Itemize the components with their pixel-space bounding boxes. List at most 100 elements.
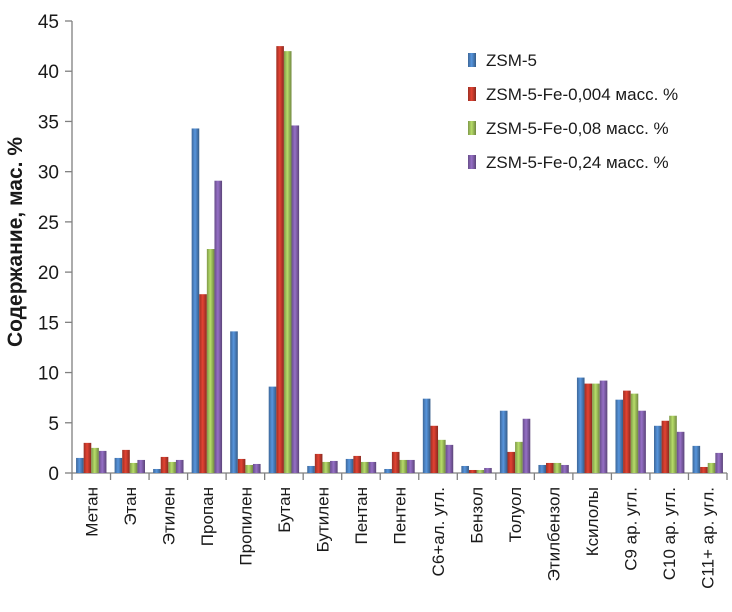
bar <box>476 469 485 473</box>
bar <box>638 410 646 473</box>
bar <box>83 442 92 473</box>
bar <box>98 450 107 473</box>
bar <box>199 294 207 473</box>
bar <box>137 459 145 473</box>
x-tick-label: Этилбензол <box>545 487 564 581</box>
x-tick-label: С10 ар. угл. <box>660 487 679 580</box>
bar <box>438 439 446 473</box>
x-tick-label: Ксилолы <box>583 487 602 556</box>
bar <box>330 460 338 473</box>
y-tick-label: 15 <box>38 313 59 334</box>
x-tick-label: Пропан <box>198 487 217 546</box>
bar <box>268 386 277 473</box>
bar <box>114 457 123 473</box>
y-axis-label: Содержание, мас. % <box>4 137 27 347</box>
legend-label: ZSM-5-Fe-0,004 масс. % <box>486 85 678 104</box>
x-tick-label: Бутан <box>275 487 294 533</box>
legend: ZSM-5 ZSM-5-Fe-0,004 масс. % ZSM-5-Fe-0,08… <box>468 51 678 172</box>
bar <box>553 462 562 473</box>
bar <box>461 465 469 473</box>
bar <box>322 461 331 473</box>
x-tick-labels: Метан Этан Этилен Пропан Пропилен Бутан Бутиле… <box>82 487 717 589</box>
bar <box>515 441 523 473</box>
bar <box>129 462 138 473</box>
bar <box>160 456 169 473</box>
bar <box>576 377 585 473</box>
bar <box>91 447 99 473</box>
bar <box>707 462 716 473</box>
bar <box>230 331 238 473</box>
bar <box>692 445 701 473</box>
bar <box>522 418 531 473</box>
x-tick-label: С6+ал. угл. <box>429 487 448 576</box>
x-tick-label: Пентан <box>352 487 371 545</box>
y-tick-label: 35 <box>38 112 59 133</box>
legend-swatch <box>468 87 476 101</box>
x-tick-label: Этан <box>121 487 140 526</box>
bar <box>314 453 323 473</box>
bar <box>237 458 246 473</box>
bar <box>214 180 223 473</box>
x-tick-label: С9 ар. угл. <box>622 487 641 571</box>
bar <box>546 462 554 473</box>
bar <box>538 464 547 473</box>
bar <box>700 466 708 473</box>
legend-swatch <box>468 121 476 135</box>
bar <box>353 455 361 473</box>
bar <box>661 420 670 473</box>
bar <box>345 458 354 473</box>
bar <box>360 461 369 473</box>
bar <box>283 51 292 474</box>
x-tick-label: Бутилен <box>313 487 332 552</box>
bar <box>484 467 492 473</box>
bar <box>445 444 454 473</box>
bar <box>430 425 439 473</box>
x-tick-label: Этилен <box>159 487 178 545</box>
bar <box>669 415 677 473</box>
x-tick-label: Метан <box>82 487 101 537</box>
bar <box>468 469 477 473</box>
bar <box>422 398 431 473</box>
bar <box>623 390 631 473</box>
x-tick-label: Толуол <box>506 487 525 542</box>
bar <box>676 431 685 473</box>
legend-swatch <box>468 155 476 169</box>
x-tick-label: Бензол <box>468 487 487 544</box>
bar <box>499 410 508 473</box>
bar <box>630 393 639 473</box>
bar <box>391 451 400 473</box>
bar <box>592 383 600 473</box>
bar <box>407 459 415 473</box>
y-tick-label: 30 <box>38 163 59 184</box>
y-tick-label: 40 <box>38 62 59 83</box>
bar <box>584 383 593 473</box>
bar <box>561 464 569 473</box>
y-tick-label: 10 <box>38 364 59 385</box>
bar <box>252 463 261 473</box>
bar <box>153 468 161 473</box>
y-tick-label: 45 <box>38 12 59 33</box>
bar <box>615 399 624 473</box>
bar <box>76 457 84 473</box>
bar <box>307 465 315 473</box>
x-tick-label: С11+ ар. угл. <box>699 487 718 589</box>
legend-swatch <box>468 53 476 67</box>
legend-label: ZSM-5 <box>486 51 537 70</box>
bar <box>122 449 130 473</box>
bar <box>276 46 284 473</box>
bar <box>175 459 184 473</box>
legend-label: ZSM-5-Fe-0,08 масс. % <box>486 119 669 138</box>
bar <box>384 468 392 473</box>
bar <box>654 425 662 473</box>
y-ticks: 0 5 10 15 20 25 30 35 40 45 <box>38 12 72 485</box>
bar <box>245 464 253 473</box>
x-tick-label: Пропилен <box>236 487 255 566</box>
bar <box>206 249 215 473</box>
y-tick-label: 25 <box>38 213 59 234</box>
bar <box>715 452 723 473</box>
x-tick-label: Пентен <box>391 487 410 545</box>
bars <box>76 46 723 474</box>
y-tick-label: 0 <box>48 464 59 485</box>
bar <box>368 461 377 473</box>
